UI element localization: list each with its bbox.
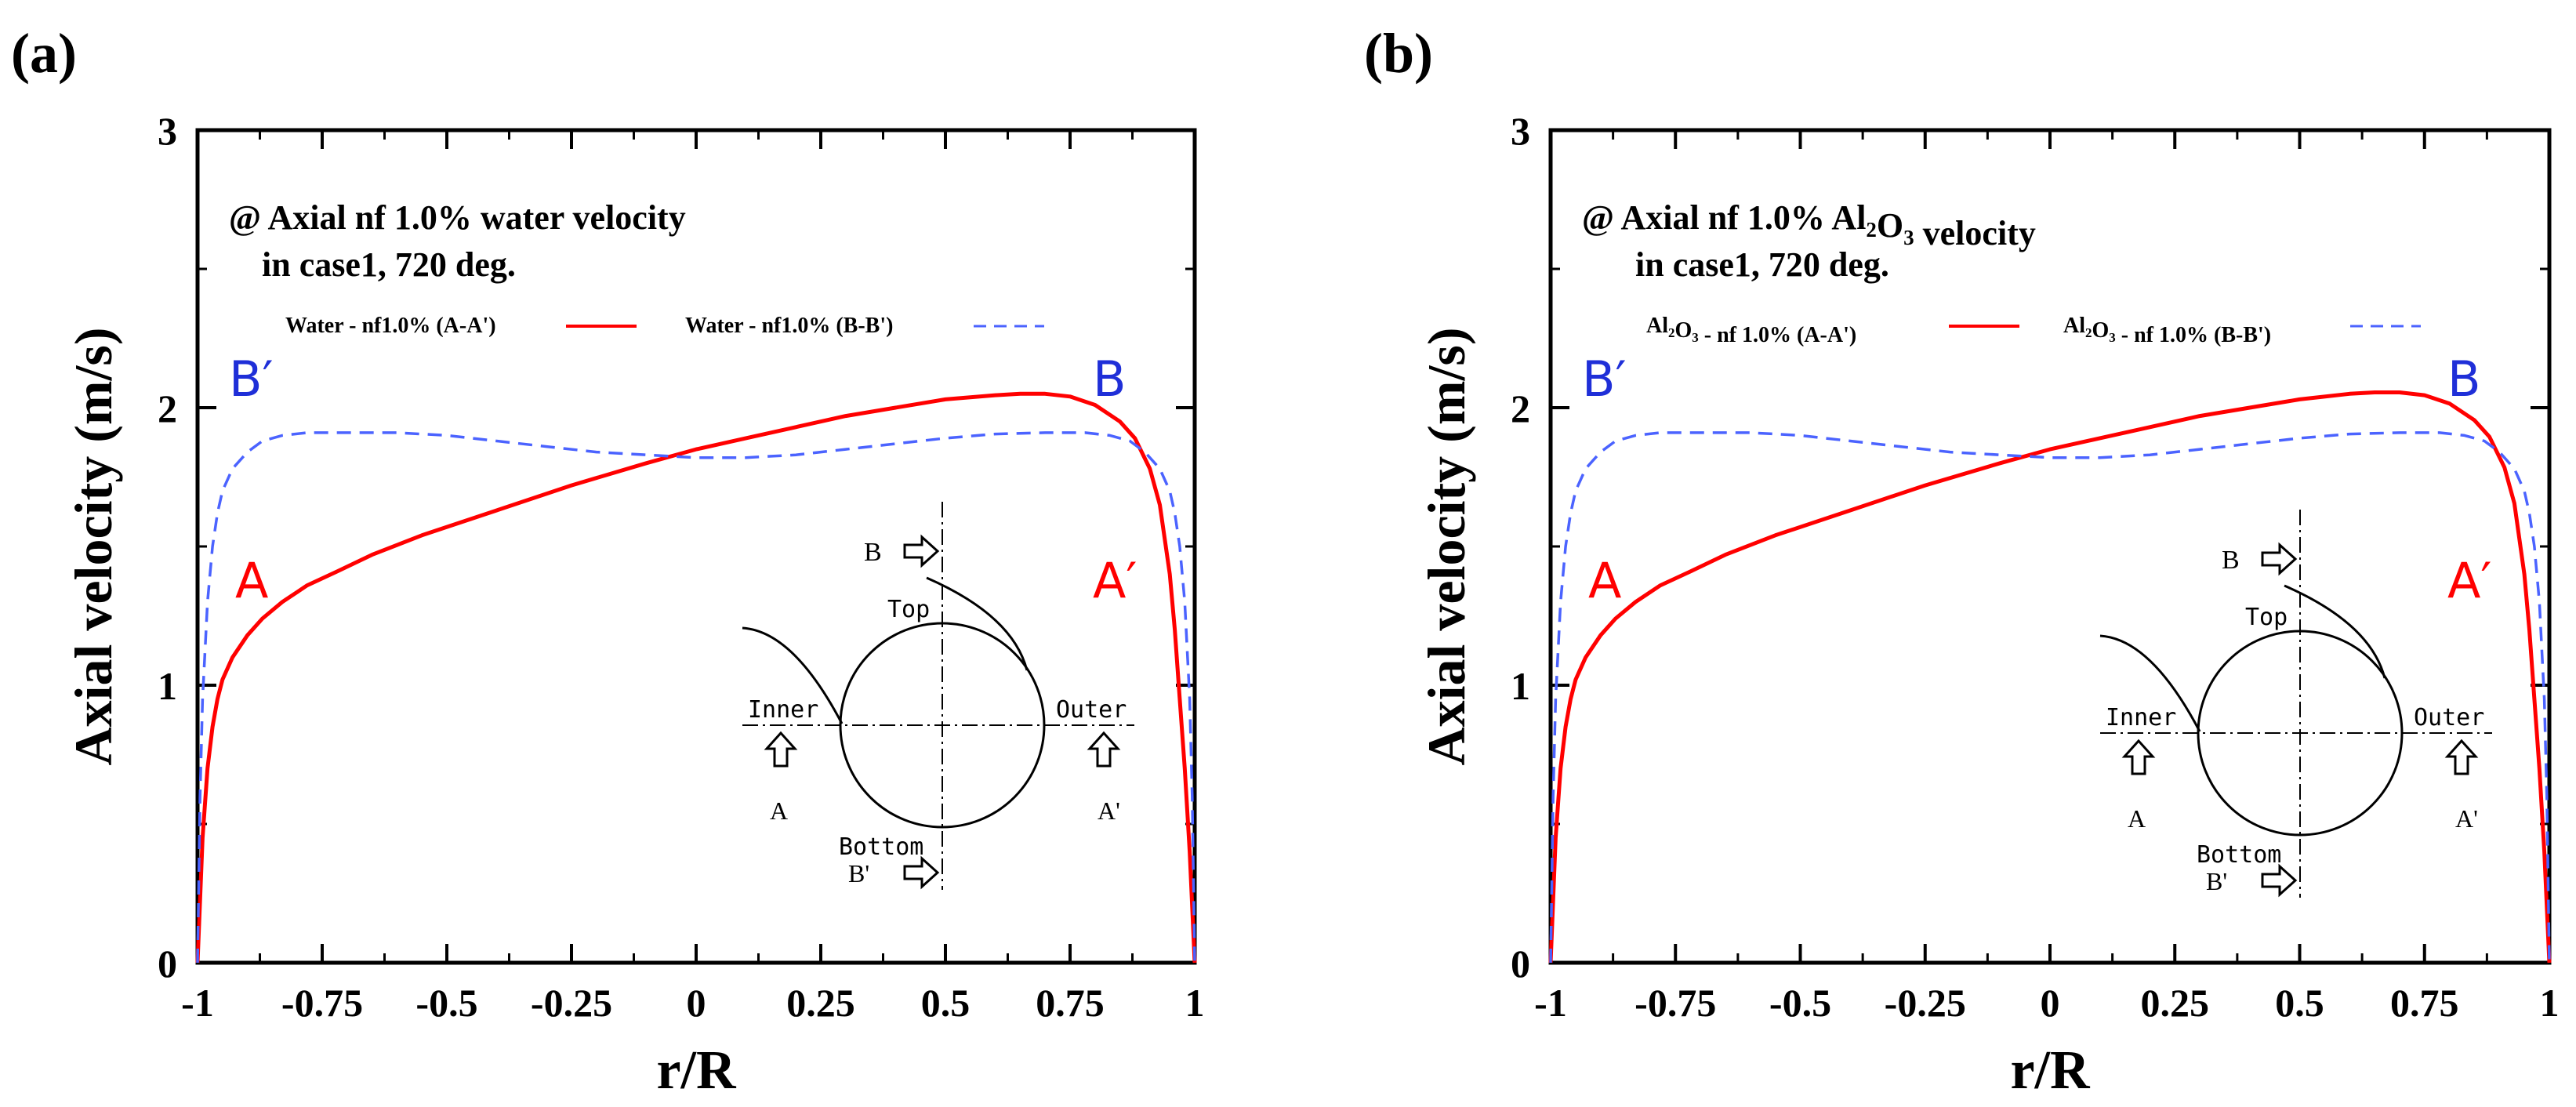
series-line-b-b <box>196 431 1196 964</box>
legend-label-solid: Water - nf1.0% (A-A') <box>285 314 496 338</box>
arrow-b-icon <box>2261 542 2298 576</box>
y-tick-label: 2 <box>1511 387 1530 430</box>
y-axis-label: Axial velocity (m/s) <box>1417 328 1476 766</box>
y-tick-label: 1 <box>158 664 177 708</box>
inner-curve <box>742 626 844 724</box>
overlay-label-a-prime: A′ <box>1093 552 1137 609</box>
diagram-label-top: Top <box>887 596 930 623</box>
overlay-label-a: A <box>1588 552 1621 609</box>
x-tick-label: 0.25 <box>2141 981 2210 1025</box>
x-tick-label: 0 <box>687 981 706 1025</box>
panel-label: (a) <box>11 22 77 85</box>
legend-label-dashed: Water - nf1.0% (B-B') <box>685 314 893 338</box>
y-tick-label: 0 <box>1511 942 1530 985</box>
diagram-label-a: A <box>770 797 788 825</box>
diagram-label-top: Top <box>2245 604 2288 631</box>
x-tick-label: 0.75 <box>1036 981 1105 1025</box>
arrow-a-prime-icon <box>2444 739 2479 775</box>
diagram-label-inner: Inner <box>748 696 818 724</box>
arrow-b-prime-icon <box>903 855 940 890</box>
x-tick-label: 0.5 <box>2275 981 2324 1025</box>
x-tick-label: -0.75 <box>281 981 363 1025</box>
y-axis-label: Axial velocity (m/s) <box>63 328 123 766</box>
x-tick-label: -0.25 <box>1885 981 1966 1025</box>
arrow-b-icon <box>903 534 940 568</box>
x-tick-label: 1 <box>2540 981 2560 1025</box>
overlay-label-b: B <box>1093 350 1127 408</box>
y-tick-label: 3 <box>158 109 177 153</box>
top-curve <box>2284 584 2386 679</box>
top-curve <box>926 576 1029 671</box>
inner-curve <box>2099 634 2201 732</box>
series-line-b-b <box>1549 431 2551 964</box>
diagram-label-bottom: Bottom <box>839 833 923 861</box>
y-axis: 0 1 2 3 <box>158 109 1195 985</box>
annotation-line-1: @ Axial nf 1.0% water velocity <box>229 198 686 237</box>
annotation-line-2: in case1, 720 deg. <box>262 245 516 284</box>
chart-panel-b: (b) -1 -0.75 -0.5 -0.25 0 0.25 0.5 0.75 1 0 1 2 3 r/R A… <box>1364 22 2560 1101</box>
x-tick-label: 0 <box>2041 981 2060 1025</box>
legend: Water - nf1.0% (A-A') Water - nf1.0% (B-B… <box>285 314 1044 338</box>
arrow-b-prime-icon <box>2261 863 2298 898</box>
x-tick-label: 0.5 <box>921 981 971 1025</box>
arrow-a-prime-icon <box>1087 731 1121 768</box>
x-tick-label: -0.5 <box>1769 981 1831 1025</box>
annotation-line-1: @ Axial nf 1.0% Al2O3 velocity <box>1582 198 2036 252</box>
arrow-a-icon <box>2121 739 2156 775</box>
diagram-label-outer: Outer <box>2414 704 2484 731</box>
diagram-label-a-prime: A' <box>2455 804 2478 833</box>
x-tick-label: -0.25 <box>531 981 612 1025</box>
annotation-line-2: in case1, 720 deg. <box>1635 245 1889 284</box>
diagram-label-b: B <box>2222 546 2240 575</box>
series-line-a-a <box>1548 390 2552 964</box>
diagram-label-b: B <box>864 538 882 567</box>
legend-label-solid: Al2O3 - nf 1.0% (A-A') <box>1646 314 1856 347</box>
diagram-label-a: A <box>2128 804 2146 833</box>
x-tick-label: -1 <box>1534 981 1567 1025</box>
overlay-label-b-prime: B′ <box>1582 350 1627 408</box>
y-tick-label: 3 <box>1511 109 1530 153</box>
x-tick-label: -1 <box>181 981 214 1025</box>
diagram-label-a-prime: A' <box>1098 797 1120 825</box>
overlay-label-a: A <box>235 552 268 609</box>
overlay-label-a-prime: A′ <box>2447 552 2492 609</box>
y-tick-label: 0 <box>158 942 177 985</box>
legend-label-dashed: Al2O3 - nf 1.0% (B-B') <box>2063 314 2271 347</box>
x-axis-label: r/R <box>656 1040 737 1101</box>
overlay-label-b-prime: B′ <box>229 350 274 408</box>
y-tick-label: 2 <box>158 387 177 430</box>
x-tick-label: 0.25 <box>786 981 855 1025</box>
series-line-a-a <box>195 391 1197 964</box>
x-tick-label: -0.75 <box>1634 981 1716 1025</box>
diagram-label-outer: Outer <box>1056 696 1127 724</box>
x-axis: -1 -0.75 -0.5 -0.25 0 0.25 0.5 0.75 1 <box>1534 130 2560 1025</box>
x-axis-label: r/R <box>2010 1040 2091 1101</box>
diagram-label-b-prime: B' <box>848 859 869 887</box>
arrow-a-icon <box>764 731 798 768</box>
x-axis: -1 -0.75 -0.5 -0.25 0 0.25 0.5 0.75 1 <box>181 130 1205 1025</box>
x-tick-label: 1 <box>1185 981 1205 1025</box>
x-tick-label: -0.5 <box>415 981 477 1025</box>
overlay-label-b: B <box>2447 350 2481 408</box>
diagram-label-bottom: Bottom <box>2197 841 2281 869</box>
chart-panel-a: (a) -1 -0.75 -0.5 -0.25 0 0.25 0.5 0.75 1 0 1 2 3 r/R A… <box>11 22 1205 1101</box>
y-tick-label: 1 <box>1511 664 1530 708</box>
y-axis: 0 1 2 3 <box>1511 109 2549 985</box>
diagram-label-b-prime: B' <box>2206 867 2227 895</box>
legend: Al2O3 - nf 1.0% (A-A') Al2O3 - nf 1.0% (B… <box>1646 314 2421 347</box>
panel-label: (b) <box>1364 22 1433 85</box>
x-tick-label: 0.75 <box>2390 981 2459 1025</box>
diagram-label-inner: Inner <box>2106 704 2176 731</box>
